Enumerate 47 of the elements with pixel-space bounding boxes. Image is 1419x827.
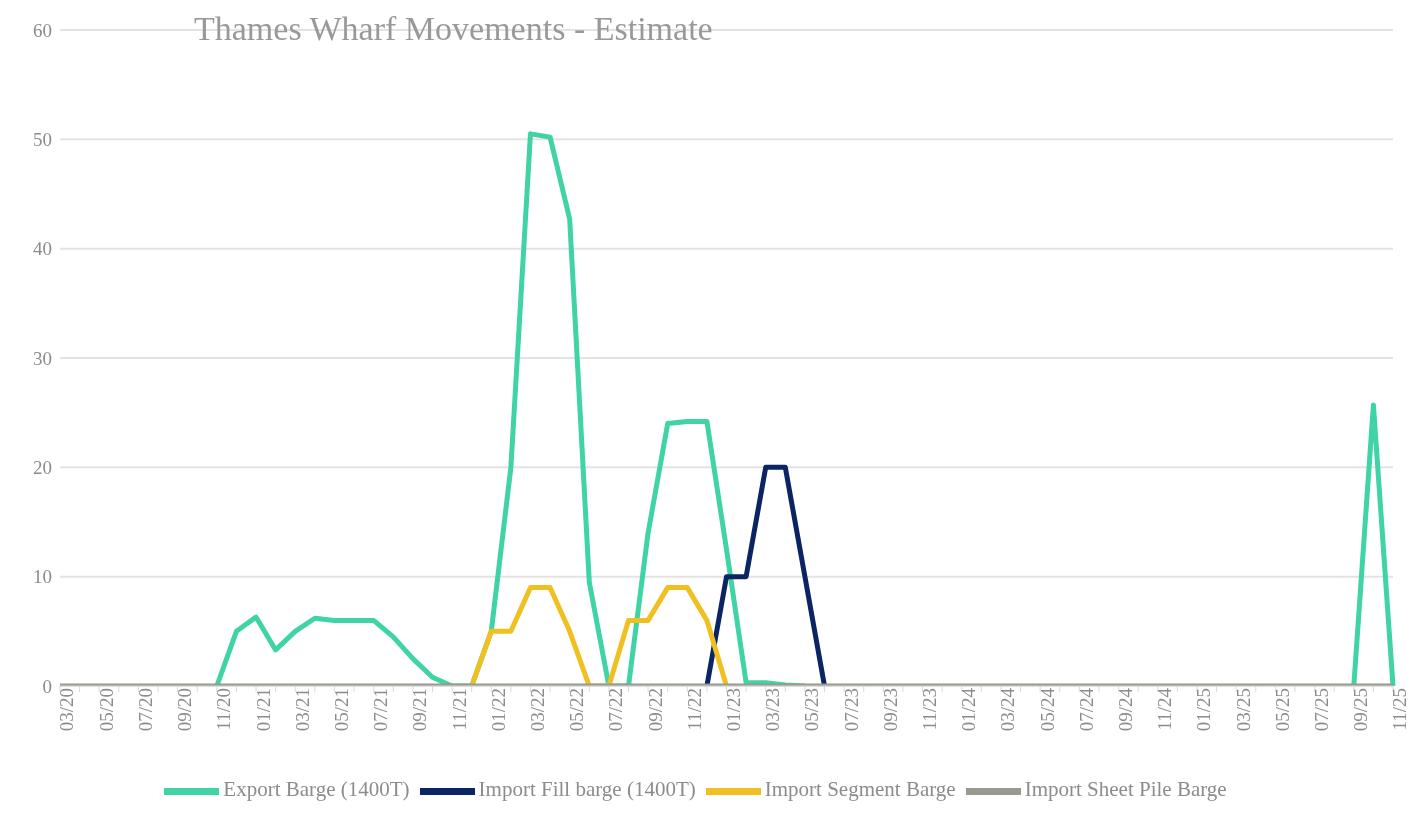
x-tick-label: 09/24 (1115, 687, 1137, 732)
x-tick-label: 09/22 (644, 688, 666, 732)
x-tick-label: 07/24 (1075, 687, 1097, 732)
y-tick-label: 50 (33, 129, 52, 151)
x-tick-label: 09/23 (879, 688, 901, 732)
x-tick-label: 05/20 (95, 688, 117, 732)
x-tick-label: 07/25 (1311, 688, 1333, 732)
x-tick-label: 03/23 (762, 688, 784, 732)
y-tick-label: 30 (33, 347, 52, 369)
x-tick-label: 03/25 (1232, 688, 1254, 732)
x-tick-label: 05/25 (1271, 688, 1293, 732)
x-tick-label: 01/23 (722, 688, 744, 732)
legend-label: Import Segment Barge (764, 777, 956, 802)
y-tick-label: 20 (33, 457, 52, 479)
x-tick-label: 01/21 (252, 688, 274, 732)
x-tick-label: 05/21 (330, 688, 352, 732)
x-tick-label: 11/21 (448, 688, 470, 731)
x-tick-label: 07/20 (134, 688, 156, 732)
x-tick-label: 09/21 (409, 688, 431, 732)
legend-label: Import Sheet Pile Barge (1024, 777, 1227, 802)
y-tick-label: 60 (33, 19, 52, 41)
x-tick-label: 07/23 (840, 688, 862, 732)
x-tick-label: 07/22 (605, 688, 627, 732)
x-tick-label: 11/25 (1389, 688, 1411, 731)
x-tick-label: 11/23 (919, 688, 941, 731)
x-tick-label: 03/24 (997, 687, 1019, 732)
legend-label: Export Barge (1400T) (223, 777, 410, 802)
y-tick-label: 0 (42, 675, 52, 697)
y-tick-label: 40 (33, 238, 52, 260)
x-tick-label: 05/22 (566, 688, 588, 732)
x-tick-label: 01/24 (958, 687, 980, 732)
x-tick-label: 11/20 (213, 688, 235, 731)
x-tick-label: 03/21 (291, 688, 313, 732)
x-tick-label: 01/25 (1193, 688, 1215, 732)
y-tick-label: 10 (33, 566, 52, 588)
x-tick-label: 07/21 (370, 688, 392, 732)
x-tick-label: 05/24 (1036, 687, 1058, 732)
legend-label: Import Fill barge (1400T) (478, 777, 696, 802)
x-tick-label: 05/23 (801, 688, 823, 732)
x-tick-label: 11/24 (1154, 687, 1176, 731)
chart-title: Thames Wharf Movements - Estimate (194, 10, 713, 48)
x-tick-label: 03/20 (56, 688, 78, 732)
x-tick-label: 09/25 (1350, 688, 1372, 732)
x-tick-label: 09/20 (174, 688, 196, 732)
x-tick-label: 11/22 (683, 688, 705, 731)
x-tick-label: 03/22 (526, 688, 548, 732)
x-tick-label: 01/22 (487, 688, 509, 732)
